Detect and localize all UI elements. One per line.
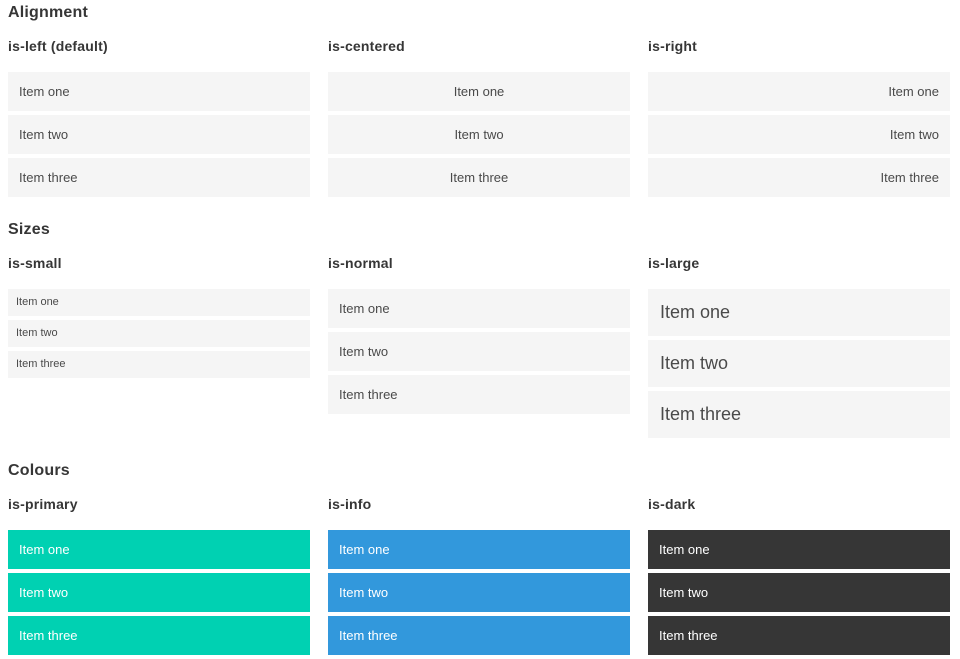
group-label: is-dark: [648, 496, 696, 512]
colours-grid: is-primary Item one Item two Item three …: [8, 497, 950, 659]
group-is-primary: is-primary Item one Item two Item three: [8, 497, 310, 659]
list-large: Item one Item two Item three: [648, 289, 950, 438]
group-label: is-small: [8, 255, 62, 271]
list-right-aligned: Item one Item two Item three: [648, 72, 950, 197]
list-item[interactable]: Item three: [328, 158, 630, 197]
list-primary: Item one Item two Item three: [8, 530, 310, 655]
group-is-centered: is-centered Item one Item two Item three: [328, 39, 630, 201]
group-is-large: is-large Item one Item two Item three: [648, 256, 950, 442]
group-is-info: is-info Item one Item two Item three: [328, 497, 630, 659]
group-is-normal: is-normal Item one Item two Item three: [328, 256, 630, 418]
list-item[interactable]: Item two: [648, 340, 950, 387]
list-item[interactable]: Item one: [8, 72, 310, 111]
list-item[interactable]: Item one: [8, 289, 310, 316]
list-item[interactable]: Item three: [8, 616, 310, 655]
list-normal: Item one Item two Item three: [328, 289, 630, 414]
list-item[interactable]: Item two: [8, 115, 310, 154]
list-item[interactable]: Item two: [8, 573, 310, 612]
list-small: Item one Item two Item three: [8, 289, 310, 378]
list-item[interactable]: Item three: [328, 375, 630, 414]
list-item[interactable]: Item three: [328, 616, 630, 655]
section-title: Colours: [8, 462, 70, 479]
group-label: is-info: [328, 496, 372, 512]
group-label: is-primary: [8, 496, 78, 512]
list-item[interactable]: Item three: [648, 158, 950, 197]
list-item[interactable]: Item three: [8, 351, 310, 378]
list-item[interactable]: Item two: [328, 573, 630, 612]
list-item[interactable]: Item one: [328, 289, 630, 328]
list-item[interactable]: Item one: [648, 289, 950, 336]
list-item[interactable]: Item two: [8, 320, 310, 347]
list-item[interactable]: Item three: [8, 158, 310, 197]
list-item[interactable]: Item two: [648, 573, 950, 612]
list-item[interactable]: Item one: [328, 72, 630, 111]
list-dark: Item one Item two Item three: [648, 530, 950, 655]
group-is-small: is-small Item one Item two Item three: [8, 256, 310, 382]
list-item[interactable]: Item two: [648, 115, 950, 154]
group-label: is-left (default): [8, 38, 108, 54]
alignment-grid: is-left (default) Item one Item two Item…: [8, 39, 950, 201]
list-item[interactable]: Item three: [648, 391, 950, 438]
section-alignment: Alignment is-left (default) Item one Ite…: [8, 4, 950, 201]
list-info: Item one Item two Item three: [328, 530, 630, 655]
list-centered: Item one Item two Item three: [328, 72, 630, 197]
sizes-grid: is-small Item one Item two Item three is…: [8, 256, 950, 442]
section-colours: Colours is-primary Item one Item two Ite…: [8, 462, 950, 659]
list-item[interactable]: Item one: [648, 530, 950, 569]
group-label: is-right: [648, 38, 698, 54]
group-is-dark: is-dark Item one Item two Item three: [648, 497, 950, 659]
list-item[interactable]: Item one: [648, 72, 950, 111]
group-label: is-large: [648, 255, 700, 271]
section-title: Alignment: [8, 4, 89, 21]
group-label: is-normal: [328, 255, 393, 271]
group-label: is-centered: [328, 38, 405, 54]
group-is-left: is-left (default) Item one Item two Item…: [8, 39, 310, 201]
list-item[interactable]: Item two: [328, 115, 630, 154]
list-item[interactable]: Item one: [328, 530, 630, 569]
section-title: Sizes: [8, 221, 50, 238]
list-item[interactable]: Item two: [328, 332, 630, 371]
list-item[interactable]: Item three: [648, 616, 950, 655]
section-sizes: Sizes is-small Item one Item two Item th…: [8, 221, 950, 442]
list-item[interactable]: Item one: [8, 530, 310, 569]
group-is-right: is-right Item one Item two Item three: [648, 39, 950, 201]
list-left-aligned: Item one Item two Item three: [8, 72, 310, 197]
